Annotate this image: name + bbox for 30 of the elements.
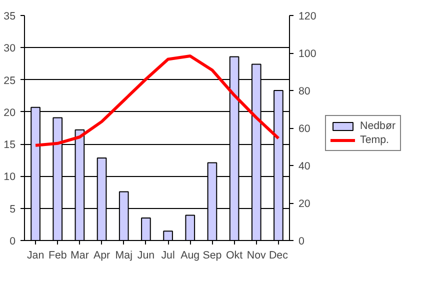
y-tick-label: 5	[10, 203, 16, 216]
x-tick-label: Feb	[48, 250, 67, 262]
x-tick-label: Maj	[115, 250, 132, 262]
x-tick-label: Apr	[94, 250, 111, 262]
y-tick-label: 10	[4, 171, 16, 184]
y-tick-label: 20	[4, 106, 16, 119]
y2-tick-label: 60	[298, 123, 310, 135]
x-tick-label: Okt	[226, 250, 243, 262]
legend-label: Nedbør	[360, 120, 396, 132]
line-series	[34, 54, 280, 147]
y2-tick-label: 80	[298, 86, 310, 98]
y-tick-label: 0	[10, 236, 16, 248]
y-tick-label: 35	[4, 10, 16, 22]
y2-tick-label: 120	[298, 10, 316, 22]
y2-tick-label: 100	[298, 48, 316, 60]
x-tick-label: Dec	[268, 250, 289, 262]
x-tick-label: Jan	[26, 250, 44, 262]
y2-tick-label: 0	[298, 236, 304, 248]
y-tick-label: 30	[4, 42, 16, 55]
x-tick-label: Aug	[180, 250, 200, 262]
y2-tick-label: 20	[298, 198, 310, 210]
x-tick-label: Jun	[137, 250, 155, 262]
y-tick-label: 15	[4, 139, 16, 152]
x-tick-label: Nov	[246, 250, 267, 262]
legend-label: Temp.	[360, 134, 390, 146]
y2-tick-label: 40	[298, 160, 310, 172]
x-tick-label: Mar	[70, 250, 90, 262]
x-tick-label: Sep	[202, 250, 222, 262]
x-tick-label: Jul	[161, 250, 175, 262]
y-tick-label: 25	[4, 74, 16, 87]
